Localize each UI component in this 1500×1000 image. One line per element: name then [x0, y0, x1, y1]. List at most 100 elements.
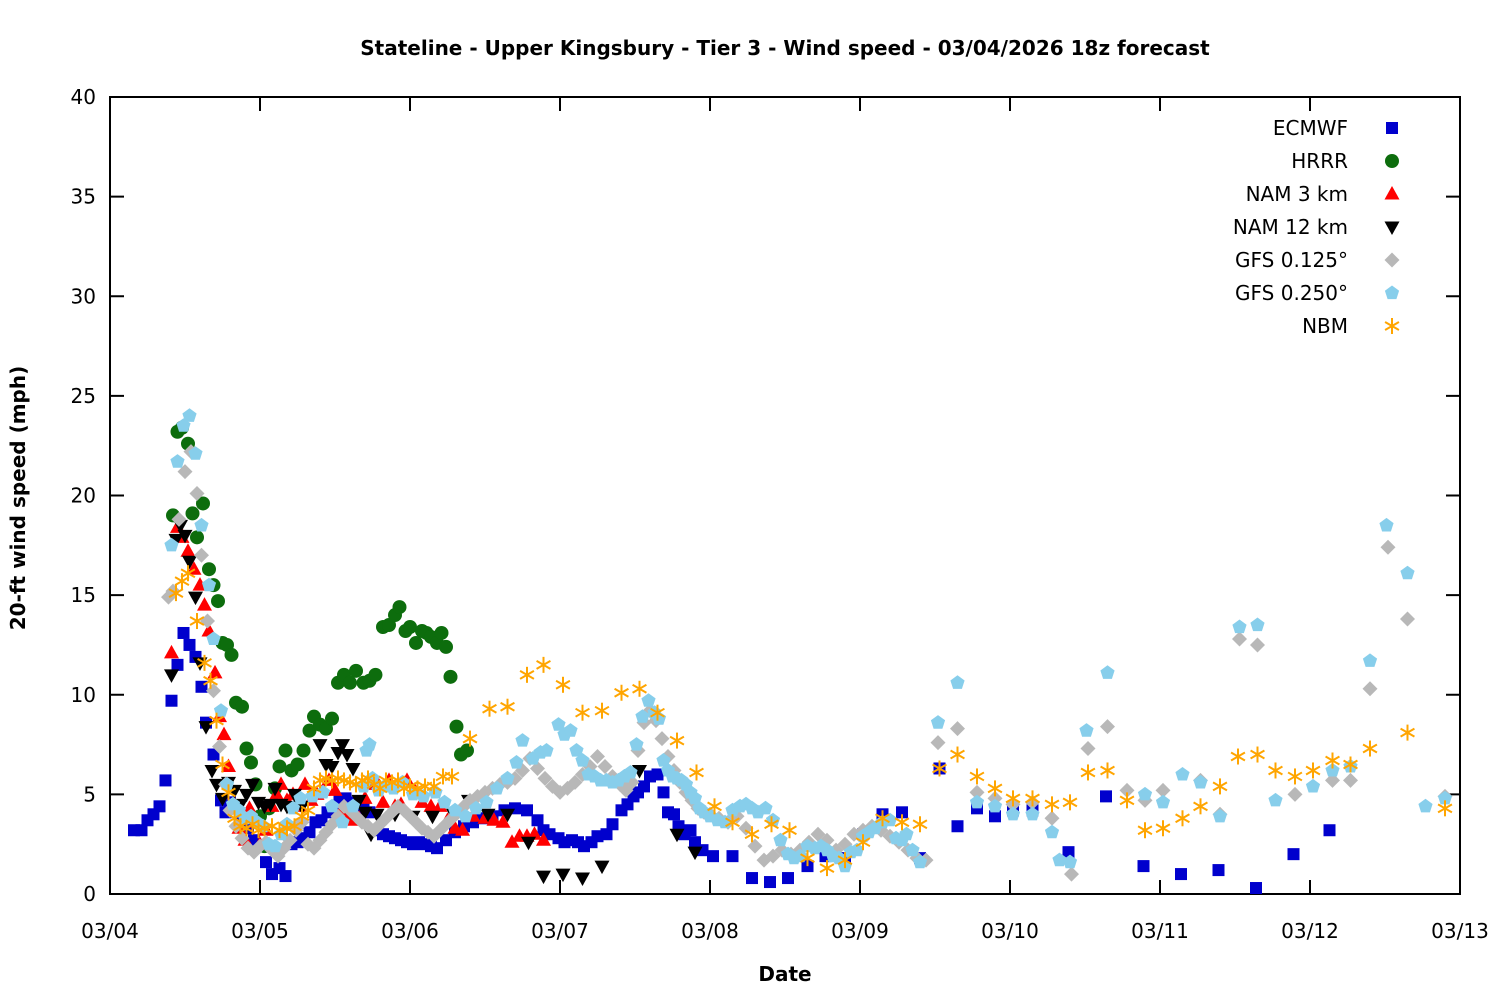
y-tick-label: 0 [83, 882, 96, 906]
y-tick-label: 5 [83, 782, 96, 806]
data-point-asterisk [221, 787, 236, 798]
data-point-asterisk [1362, 743, 1378, 754]
data-point-asterisk [536, 659, 551, 670]
data-point-triangle-up [504, 834, 520, 848]
data-point-square [668, 808, 680, 821]
data-point-pentagon [623, 765, 638, 779]
data-point-pentagon [758, 800, 773, 815]
data-point-circle [211, 594, 225, 609]
data-point-circle [272, 759, 287, 774]
data-point-pentagon [1212, 808, 1228, 823]
data-point-triangle-down [521, 836, 536, 851]
x-tick-label: 03/13 [1431, 919, 1489, 943]
data-point-diamond [590, 749, 605, 765]
data-point-asterisk [410, 783, 425, 794]
data-point-asterisk [669, 735, 685, 746]
data-point-square [183, 638, 196, 651]
data-point-asterisk [360, 773, 376, 784]
data-point-asterisk [1175, 813, 1190, 824]
data-point-triangle-down [324, 760, 340, 775]
data-point-pentagon [1100, 665, 1115, 679]
x-tick-label: 03/12 [1281, 919, 1339, 943]
data-point-pentagon [164, 537, 179, 552]
data-point-asterisk [1305, 765, 1321, 776]
y-tick-label: 40 [71, 85, 96, 109]
data-point-triangle-down [632, 764, 647, 779]
data-point-asterisk [1437, 803, 1453, 814]
data-point-asterisk [575, 707, 590, 718]
data-point-triangle-down [351, 794, 367, 809]
data-point-diamond [1080, 741, 1096, 757]
data-point-triangle-down [188, 591, 203, 606]
data-point-asterisk [354, 775, 370, 786]
y-tick-label: 15 [71, 583, 96, 607]
data-point-triangle-down [575, 872, 590, 887]
data-point-diamond [1250, 637, 1265, 653]
data-point-square [1212, 864, 1225, 877]
data-point-asterisk [287, 821, 302, 832]
data-point-triangle-up [242, 800, 257, 814]
data-point-square [260, 856, 272, 869]
data-point-diamond [530, 760, 545, 776]
data-point-circle [190, 530, 204, 545]
data-point-diamond [1362, 681, 1378, 697]
data-point-square [159, 774, 172, 787]
data-point-circle [290, 757, 305, 772]
data-point-diamond [1064, 866, 1079, 882]
data-point-pentagon [1062, 854, 1078, 869]
data-point-pentagon [563, 723, 578, 737]
data-point-diamond [1100, 719, 1115, 735]
data-point-asterisk [969, 771, 985, 782]
data-point-square [135, 824, 148, 837]
data-point-pentagon [635, 709, 650, 723]
data-point-square [207, 748, 220, 761]
legend-label: GFS 0.125° [1235, 248, 1348, 272]
data-point-asterisk [519, 669, 535, 680]
data-point-asterisk [215, 759, 230, 770]
data-point-triangle-up [486, 812, 502, 826]
data-point-asterisk [689, 767, 704, 778]
data-point-triangle-down [687, 846, 703, 861]
data-point-triangle-down [594, 860, 610, 875]
data-point-asterisk [197, 658, 212, 668]
data-point-asterisk [1119, 795, 1135, 806]
data-point-diamond [537, 770, 553, 786]
data-point-asterisk [1025, 793, 1040, 804]
legend-label: NAM 12 km [1233, 215, 1348, 239]
data-point-pentagon [912, 854, 928, 869]
data-point-pentagon [1005, 806, 1021, 821]
data-point-square [177, 626, 190, 639]
data-point-asterisk [1005, 793, 1021, 804]
data-point-pentagon [447, 802, 463, 817]
data-point-square [1323, 824, 1336, 837]
data-point-pentagon [1305, 778, 1321, 793]
data-point-diamond [597, 758, 613, 774]
data-point-triangle-up [297, 776, 313, 790]
data-point-pentagon [188, 446, 203, 460]
data-point-pentagon [656, 753, 671, 767]
data-point-square [1287, 848, 1300, 861]
data-point-diamond [1232, 631, 1247, 647]
x-tick-label: 03/10 [981, 919, 1039, 943]
data-point-pentagon [515, 733, 530, 747]
data-point-triangle-down [335, 739, 350, 753]
data-point-asterisk [1193, 801, 1208, 812]
legend-marker [1384, 285, 1400, 300]
data-point-pentagon [569, 743, 584, 757]
data-point-triangle-down [215, 792, 230, 807]
data-point-circle [239, 741, 254, 756]
data-point-asterisk [555, 679, 571, 690]
data-point-pentagon [468, 800, 484, 815]
data-point-pentagon [500, 770, 515, 785]
data-point-asterisk [594, 705, 610, 716]
data-point-pentagon [551, 717, 566, 731]
data-point-square [746, 872, 758, 885]
data-point-square [303, 826, 316, 839]
data-point-pentagon [1437, 790, 1453, 805]
legend-label: GFS 0.250° [1235, 281, 1348, 305]
y-tick-label: 10 [71, 683, 96, 707]
data-point-asterisk [203, 675, 218, 686]
x-tick-label: 03/11 [1131, 919, 1189, 943]
